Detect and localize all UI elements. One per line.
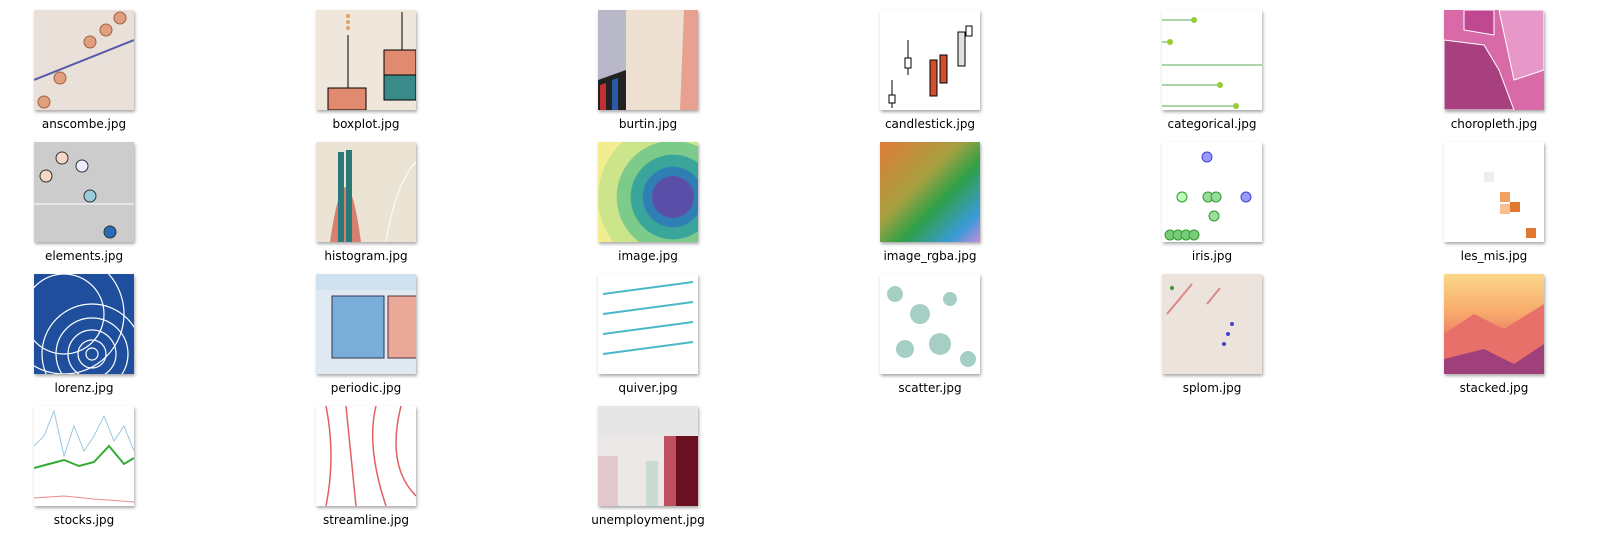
file-name[interactable]: image_rgba.jpg [883,249,977,263]
file-name[interactable]: iris.jpg [1191,249,1233,263]
file-name[interactable]: stocks.jpg [53,513,115,527]
thumbnail[interactable] [880,274,980,374]
thumbnail-art [1444,10,1544,110]
thumbnail-art [1166,283,1234,346]
thumbnail[interactable] [1162,274,1262,374]
file-item[interactable]: unemployment.jpg [578,406,718,536]
thumbnail[interactable] [316,274,416,374]
thumbnail-art [1484,172,1536,238]
file-name[interactable]: histogram.jpg [324,249,408,263]
file-name[interactable]: stacked.jpg [1459,381,1529,395]
file-name[interactable]: lorenz.jpg [54,381,114,395]
thumbnail-art [34,11,134,109]
thumbnail-art [598,10,698,110]
file-item[interactable]: choropleth.jpg [1424,10,1564,140]
file-item[interactable]: lorenz.jpg [14,274,154,404]
thumbnail-art [34,274,134,374]
file-item[interactable]: image.jpg [578,142,718,272]
file-item[interactable]: les_mis.jpg [1424,142,1564,272]
file-item[interactable]: image_rgba.jpg [860,142,1000,272]
file-name[interactable]: choropleth.jpg [1450,117,1538,131]
file-name[interactable]: les_mis.jpg [1460,249,1528,263]
thumbnail[interactable] [598,406,698,506]
thumbnail[interactable] [34,274,134,374]
file-name[interactable]: anscombe.jpg [41,117,127,131]
thumbnail[interactable] [598,142,698,242]
file-item[interactable]: histogram.jpg [296,142,436,272]
file-item[interactable]: stocks.jpg [14,406,154,536]
thumbnail-art [1162,17,1262,109]
thumbnail-art [34,151,134,239]
thumbnail[interactable] [34,10,134,110]
file-name[interactable]: categorical.jpg [1167,117,1257,131]
thumbnail-art [880,142,980,242]
file-item[interactable]: scatter.jpg [860,274,1000,404]
thumbnail[interactable] [880,142,980,242]
file-item[interactable]: candlestick.jpg [860,10,1000,140]
thumbnail[interactable] [1444,10,1544,110]
thumbnail[interactable] [1162,142,1262,242]
file-name[interactable]: boxplot.jpg [332,117,400,131]
thumbnail-art [1164,151,1252,241]
thumbnail[interactable] [1444,142,1544,242]
file-name[interactable]: splom.jpg [1182,381,1242,395]
file-item[interactable]: periodic.jpg [296,274,436,404]
file-name[interactable]: burtin.jpg [618,117,678,131]
file-item[interactable]: splom.jpg [1142,274,1282,404]
file-item[interactable]: stacked.jpg [1424,274,1564,404]
thumbnail-art [330,150,416,242]
file-name[interactable]: image.jpg [618,249,678,263]
file-name[interactable]: periodic.jpg [330,381,402,395]
file-name[interactable]: scatter.jpg [898,381,962,395]
thumbnail-art [598,436,698,506]
file-item[interactable]: iris.jpg [1142,142,1282,272]
file-name[interactable]: elements.jpg [44,249,124,263]
thumbnail-art [602,281,694,355]
thumbnail[interactable] [1162,10,1262,110]
thumbnail[interactable] [880,10,980,110]
thumbnail-art [34,409,134,503]
thumbnail[interactable] [316,406,416,506]
file-item[interactable]: elements.jpg [14,142,154,272]
thumbnail[interactable] [316,142,416,242]
file-item[interactable]: anscombe.jpg [14,10,154,140]
file-name[interactable]: unemployment.jpg [591,513,705,527]
thumbnail-art [327,12,416,110]
thumbnail[interactable] [34,406,134,506]
thumbnail[interactable] [316,10,416,110]
thumbnail-art [887,286,976,367]
thumbnail[interactable] [598,10,698,110]
file-name[interactable]: quiver.jpg [618,381,678,395]
file-item[interactable]: burtin.jpg [578,10,718,140]
file-item[interactable]: categorical.jpg [1142,10,1282,140]
thumbnail[interactable] [34,142,134,242]
thumbnail[interactable] [1444,274,1544,374]
thumbnail-art [598,142,698,242]
thumbnail-art [325,406,416,506]
thumbnail[interactable] [598,274,698,374]
file-item[interactable]: boxplot.jpg [296,10,436,140]
thumbnail-art [316,274,416,359]
file-item[interactable]: streamline.jpg [296,406,436,536]
file-item[interactable]: quiver.jpg [578,274,718,404]
thumbnail-art [1444,304,1544,374]
thumbnail-art [888,25,973,108]
file-name[interactable]: candlestick.jpg [884,117,976,131]
file-name[interactable]: streamline.jpg [322,513,410,527]
